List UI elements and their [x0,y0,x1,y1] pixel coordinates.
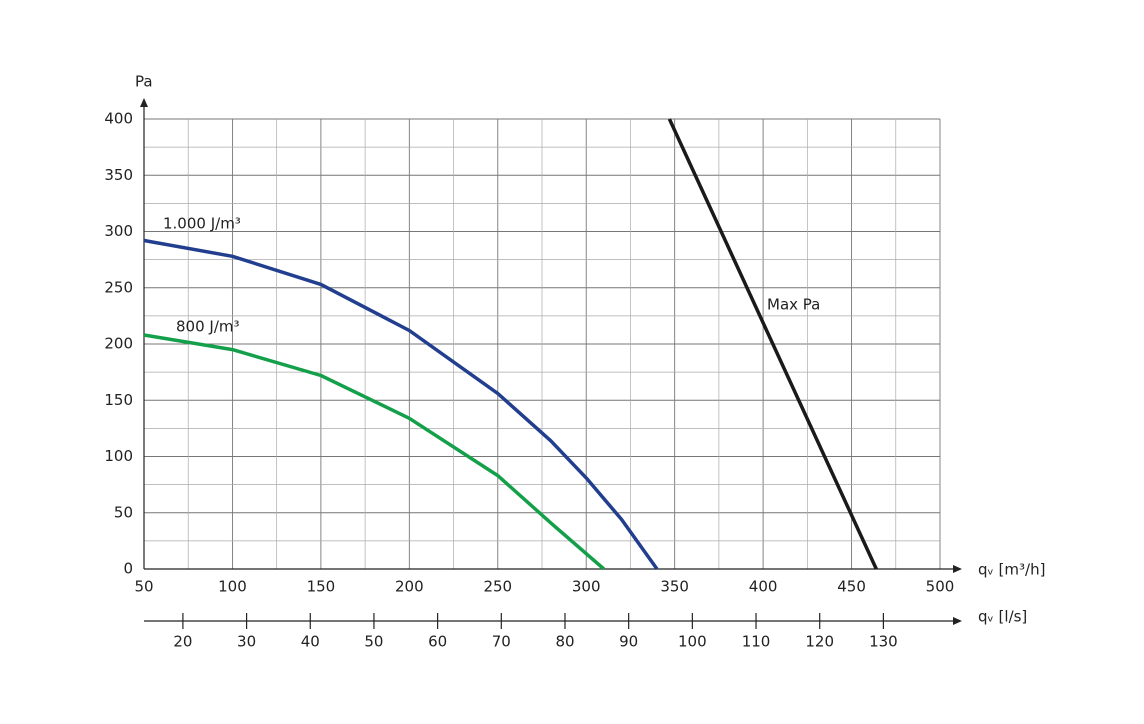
x2-arrow [953,617,962,625]
y-tick-label: 300 [104,222,133,240]
x-tick-label: 100 [218,578,247,596]
y-tick-label: 350 [104,166,133,184]
x-tick-label: 500 [926,578,955,596]
x2-tick-label: 50 [364,633,383,651]
series-label: Max Pa [767,296,820,314]
x-tick-label: 350 [660,578,689,596]
series-label: 1.000 J/m³ [163,215,241,233]
x-arrow [953,565,962,573]
y-axis-label: Pa [135,73,153,91]
series-line [143,238,659,571]
x2-tick-label: 130 [869,633,898,651]
series-line [143,333,606,571]
x-tick-label: 400 [749,578,778,596]
x2-tick-label: 70 [492,633,511,651]
x-tick-label: 150 [307,578,336,596]
y-tick-label: 400 [104,110,133,128]
x-axis-label: qᵥ [m³/h] [978,561,1045,579]
y-tick-label: 100 [104,447,133,465]
x2-tick-label: 100 [678,633,707,651]
x2-tick-label: 110 [742,633,771,651]
y-tick-label: 250 [104,278,133,296]
x2-tick-label: 20 [173,633,192,651]
y-tick-label: 200 [104,335,133,353]
x2-tick-label: 120 [805,633,834,651]
x2-tick-label: 60 [428,633,447,651]
x2-tick-label: 30 [237,633,256,651]
y-tick-label: 150 [104,391,133,409]
series-label: 800 J/m³ [176,318,240,336]
x2-axis-label: qᵥ [l/s] [978,608,1027,626]
y-tick-label: 0 [123,560,133,578]
x2-tick-label: 80 [555,633,574,651]
x-tick-label: 200 [395,578,424,596]
y-tick-label: 50 [114,503,133,521]
x-tick-label: 450 [837,578,866,596]
y-arrow [140,98,148,107]
x-tick-label: 250 [483,578,512,596]
x-tick-label: 50 [134,578,153,596]
x2-tick-label: 40 [301,633,320,651]
x-tick-label: 300 [572,578,601,596]
series-line [667,118,878,570]
x2-tick-label: 90 [619,633,638,651]
